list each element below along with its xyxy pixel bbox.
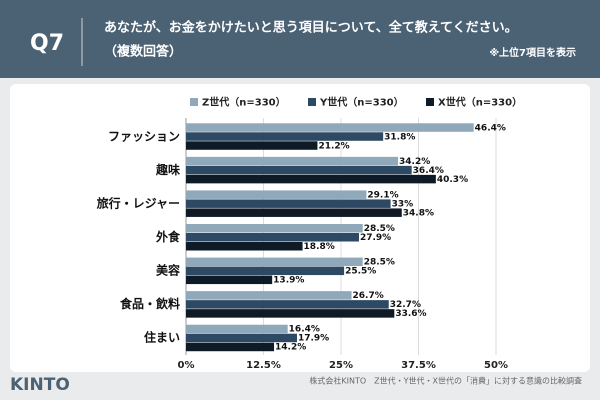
value-label: 28.5%	[364, 258, 395, 268]
value-label: 21.2%	[318, 141, 349, 151]
bar	[186, 190, 367, 199]
plot: 0% 12.5% 25% 37.5% 50% Z世代（n=330） Y世代（n=330） X世…	[97, 96, 523, 372]
x-tick-label: 0%	[178, 360, 195, 371]
legend-label: Y世代（n=330）	[319, 96, 404, 109]
sub-note: ※上位7項目を表示	[489, 46, 576, 59]
question-number: Q7	[30, 31, 64, 56]
bar	[186, 324, 288, 334]
value-label: 46.4%	[475, 123, 506, 133]
bar	[186, 132, 384, 141]
bar	[186, 165, 412, 175]
y-tick-label: 住まい	[144, 330, 180, 345]
value-label: 31.8%	[384, 132, 415, 142]
value-label: 25.5%	[345, 267, 376, 277]
logo: KINTO	[10, 375, 70, 395]
value-label: 34.2%	[399, 157, 430, 167]
bar	[186, 266, 345, 276]
question: あなたが、お金をかけたいと思う項目について、全て教えてください。	[104, 20, 518, 36]
y-tick-label: 外食	[156, 229, 181, 244]
bar	[186, 123, 474, 132]
legend-label: X世代（n=330）	[438, 96, 522, 109]
value-label: 32.7%	[390, 300, 421, 310]
bar	[186, 300, 389, 309]
bar	[186, 224, 363, 233]
source: 株式会社KINTO Z世代・Y世代・X世代の「消費」に対する意識の比較調査	[309, 376, 582, 386]
bar	[186, 141, 318, 150]
bar	[186, 242, 303, 251]
y-tick-label: ファッション	[108, 129, 180, 143]
bar	[186, 156, 399, 166]
y-tick-label: 趣味	[155, 162, 180, 177]
legend-swatch	[426, 98, 434, 106]
bar	[186, 275, 273, 285]
value-label: 16.4%	[289, 325, 320, 335]
value-label: 40.3%	[437, 175, 468, 185]
value-label: 36.4%	[413, 166, 444, 176]
value-label: 17.9%	[298, 334, 329, 344]
value-label: 14.2%	[275, 343, 306, 353]
bar	[186, 199, 391, 208]
value-label: 18.8%	[304, 242, 335, 252]
bar	[186, 257, 363, 267]
bar	[186, 309, 395, 318]
legend-label: Z世代（n=330）	[202, 96, 286, 109]
x-tick-label: 37.5%	[401, 360, 436, 371]
y-tick-label: 旅行・レジャー	[97, 195, 180, 210]
y-tick-label: 食品・飲料	[119, 296, 180, 311]
value-label: 33.6%	[395, 309, 426, 319]
bar	[186, 174, 436, 184]
value-label: 34.8%	[403, 208, 434, 218]
value-label: 13.9%	[273, 276, 304, 286]
x-tick-label: 12.5%	[246, 360, 281, 371]
note: （複数回答）	[104, 44, 182, 60]
legend-swatch	[308, 98, 316, 106]
value-label: 26.7%	[353, 291, 384, 301]
legend-swatch	[190, 98, 198, 106]
value-label: 27.9%	[360, 233, 391, 243]
x-tick-label: 50%	[484, 360, 508, 371]
value-label: 28.5%	[364, 224, 395, 234]
bar	[186, 333, 297, 343]
bar	[186, 291, 352, 300]
bar	[186, 233, 359, 242]
x-tick-label: 25%	[329, 360, 353, 371]
value-label: 33%	[392, 199, 414, 209]
y-tick-label: 美容	[156, 263, 180, 278]
value-label: 29.1%	[367, 190, 398, 200]
bar	[186, 208, 402, 217]
bar	[186, 342, 275, 352]
header-band	[0, 0, 600, 78]
